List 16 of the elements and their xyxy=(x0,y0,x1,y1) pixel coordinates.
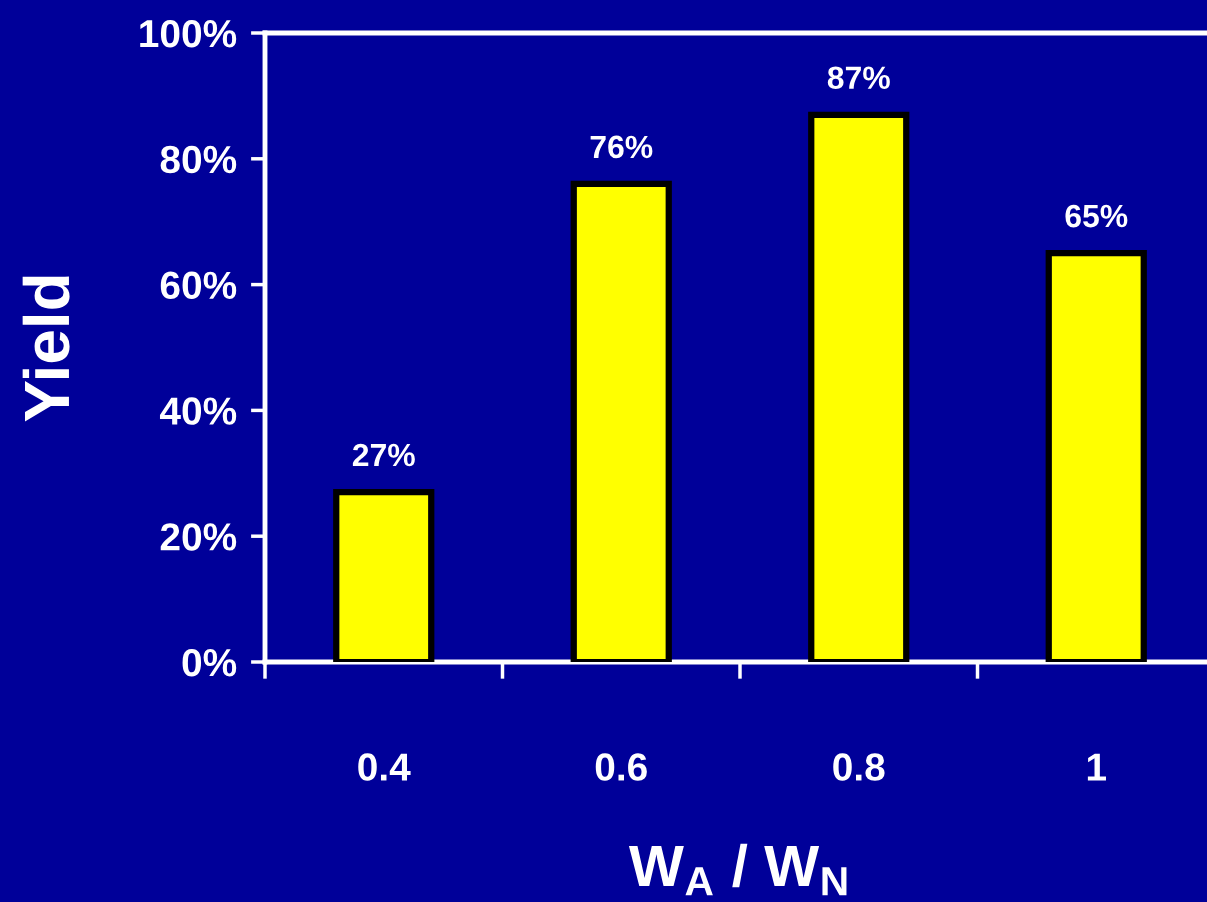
y-tick-label: 100% xyxy=(140,19,237,48)
x-tick-label: 0.8 xyxy=(833,753,885,781)
data-label: 87% xyxy=(827,66,890,90)
data-label: 27% xyxy=(352,443,415,467)
y-tick-label: 60% xyxy=(160,271,237,300)
y-tick-label: 40% xyxy=(159,397,237,425)
y-axis-title: Yield xyxy=(22,276,70,422)
x-tick-label: 1 xyxy=(1087,753,1106,781)
x-axis-title: W$_{A}$ / W$_{N}$ xyxy=(628,843,847,896)
x-tick-label: 0.4 xyxy=(358,753,411,781)
y-tick-label: 80% xyxy=(160,145,237,174)
y-tick-label: 20% xyxy=(160,523,237,551)
data-label: 65% xyxy=(1065,204,1128,228)
x-tick-label: 0.6 xyxy=(595,753,647,781)
data-label: 76% xyxy=(590,135,653,159)
y-tick-label: 0% xyxy=(182,648,237,677)
